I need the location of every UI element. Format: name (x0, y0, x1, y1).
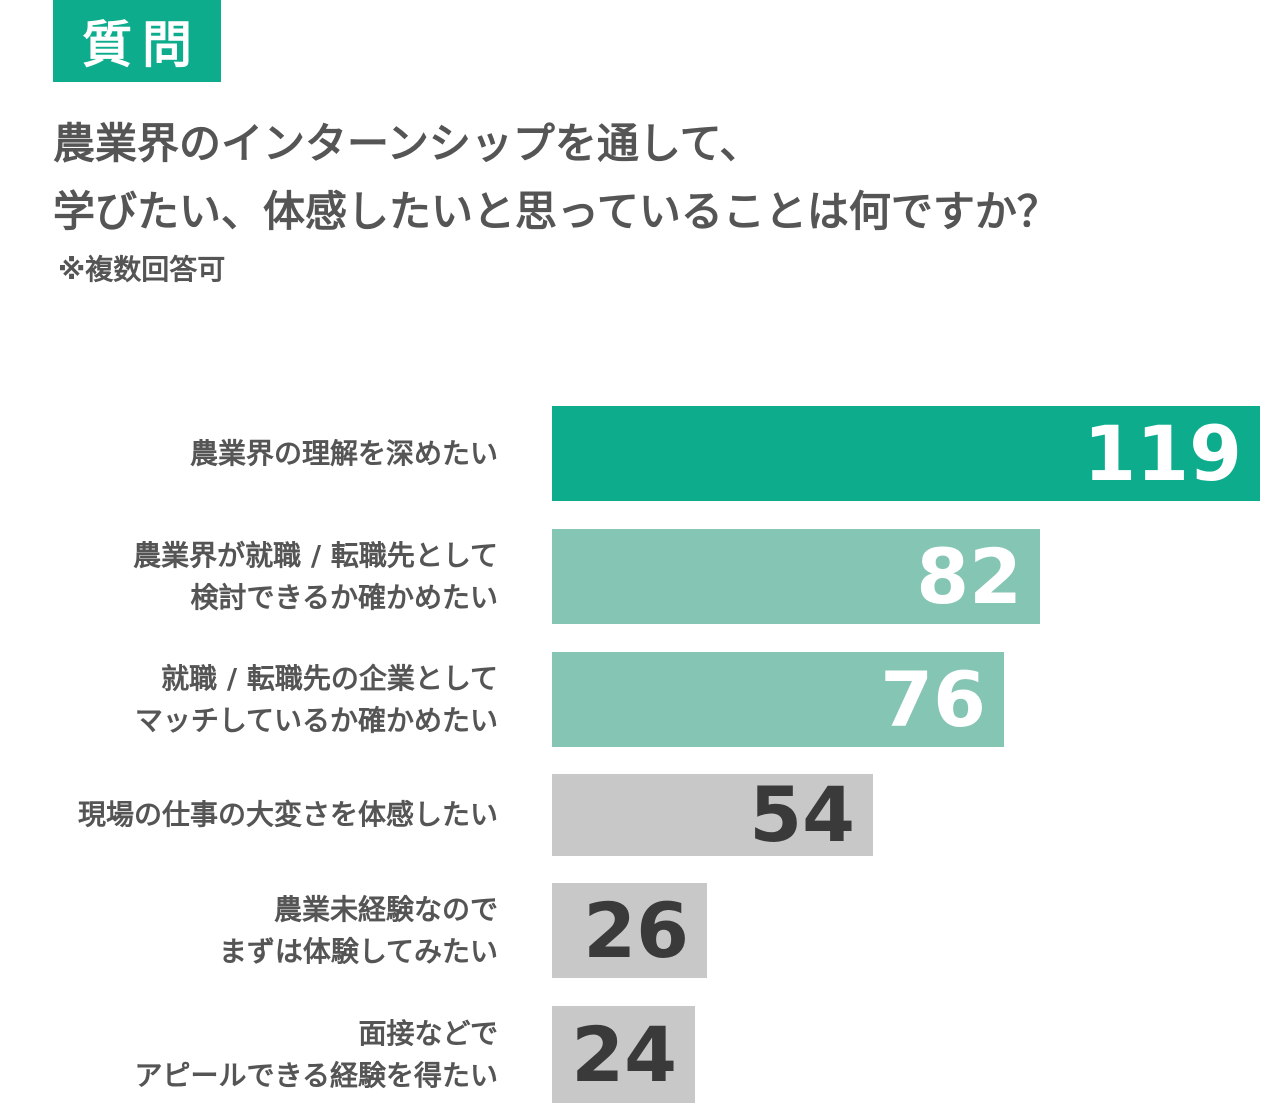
bar (552, 652, 1004, 747)
category-label: 農業界が就職 / 転職先として 検討できるか確かめたい (133, 538, 498, 614)
bar (552, 883, 707, 978)
bar-value-label: 24 (571, 1009, 677, 1099)
category-label: 面接などで アピールできる経験を得たい (134, 1016, 498, 1092)
bar-value-label: 76 (880, 654, 986, 744)
bar-value-label: 26 (583, 885, 689, 975)
category-label: 農業界の理解を深めたい (189, 436, 498, 470)
bar (552, 1006, 695, 1103)
bar-value-label: 82 (916, 531, 1022, 621)
bar-value-label: 54 (749, 770, 855, 859)
question-text: 農業界のインターンシップを通して、 学びたい、体感したいと思っていることは何です… (53, 110, 1253, 246)
bar (552, 529, 1040, 624)
bar (552, 406, 1260, 501)
bar-chart: 農業界の理解を深めたい 119 農業界が就職 / 転職先として 検討できるか確かめた… (0, 380, 1280, 1103)
bar-value-label: 119 (1083, 408, 1242, 498)
question-line-1: 農業界のインターンシップを通して、 (53, 119, 762, 168)
bar (552, 774, 873, 856)
category-label: 農業未経験なので まずは体験してみたい (218, 892, 498, 968)
question-line-2: 学びたい、体感したいと思っていることは何ですか？ (53, 187, 1059, 236)
multiple-answer-note: ※複数回答可 (58, 253, 226, 286)
category-label: 就職 / 転職先の企業として マッチしているか確かめたい (134, 661, 498, 737)
category-label: 現場の仕事の大変さを体感したい (77, 798, 498, 831)
question-badge: 質問 (53, 0, 221, 82)
